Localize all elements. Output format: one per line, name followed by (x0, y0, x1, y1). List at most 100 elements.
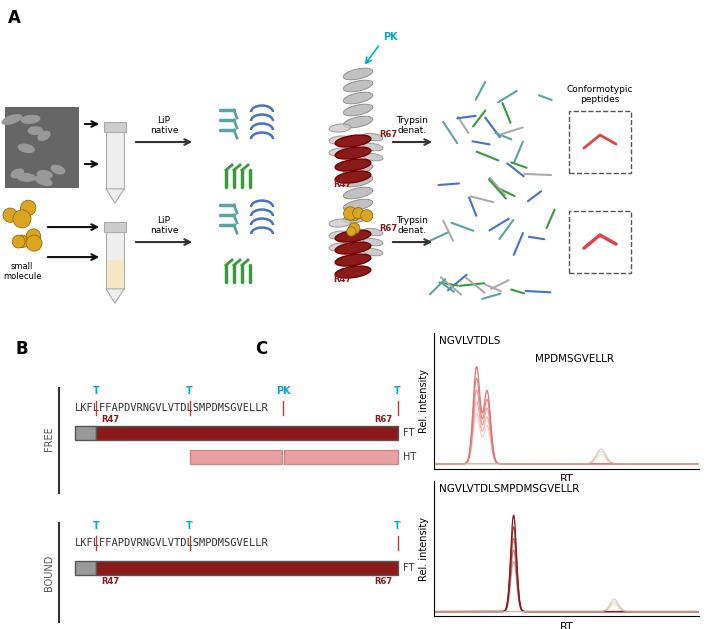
Text: Trypsin
denat.: Trypsin denat. (396, 216, 428, 235)
Text: small
molecule: small molecule (3, 262, 41, 281)
Bar (106, 128, 124, 189)
Ellipse shape (18, 143, 35, 153)
Ellipse shape (363, 248, 383, 256)
Ellipse shape (343, 81, 373, 92)
Ellipse shape (343, 68, 373, 80)
Ellipse shape (343, 92, 373, 104)
Bar (5, 107, 78, 187)
Text: MPDMSGVELLR: MPDMSGVELLR (535, 353, 614, 364)
Circle shape (26, 229, 41, 243)
Bar (107, 260, 123, 288)
Ellipse shape (335, 159, 371, 171)
Text: FREE: FREE (44, 426, 54, 450)
Text: Trypsin
denat.: Trypsin denat. (396, 116, 428, 135)
Text: R47: R47 (333, 180, 351, 189)
Circle shape (13, 210, 31, 228)
Text: R67: R67 (374, 415, 393, 424)
Circle shape (16, 235, 28, 248)
Text: R67: R67 (379, 130, 397, 139)
Text: LiP
native: LiP native (150, 116, 178, 135)
Polygon shape (106, 289, 124, 303)
Text: NGVLVTDLS: NGVLVTDLS (439, 336, 501, 346)
Ellipse shape (363, 153, 383, 161)
Ellipse shape (335, 135, 371, 147)
Text: R47: R47 (333, 275, 351, 284)
Text: PK: PK (383, 32, 397, 42)
Bar (106, 228, 124, 289)
Bar (96, 561, 397, 575)
Text: C: C (256, 340, 268, 359)
Ellipse shape (329, 124, 351, 132)
Bar (104, 221, 126, 231)
Ellipse shape (329, 148, 351, 156)
Text: FT: FT (402, 563, 414, 573)
Bar (284, 450, 397, 464)
Circle shape (12, 235, 25, 248)
X-axis label: RT: RT (560, 622, 573, 629)
Text: R67: R67 (374, 577, 393, 586)
Circle shape (349, 211, 359, 221)
Text: BOUND: BOUND (44, 555, 54, 591)
Bar (96, 426, 397, 440)
Bar (75, 426, 96, 440)
Ellipse shape (343, 175, 373, 187)
Circle shape (26, 235, 42, 251)
Text: HT: HT (402, 452, 416, 462)
Ellipse shape (343, 211, 373, 223)
Text: NGVLVTDLSMPDMSGVELLR: NGVLVTDLSMPDMSGVELLR (439, 484, 580, 494)
Text: LiP
native: LiP native (150, 216, 178, 235)
Text: T: T (186, 521, 193, 531)
X-axis label: RT: RT (560, 474, 573, 484)
Ellipse shape (343, 199, 373, 211)
Text: T: T (92, 521, 100, 531)
Ellipse shape (363, 143, 383, 151)
Text: T: T (186, 386, 193, 396)
Text: T: T (394, 386, 401, 396)
Text: R67: R67 (379, 224, 397, 233)
Ellipse shape (363, 133, 383, 141)
Y-axis label: Rel. intensity: Rel. intensity (419, 369, 429, 433)
Text: B: B (15, 340, 28, 359)
Polygon shape (106, 189, 124, 203)
Circle shape (353, 208, 364, 219)
Ellipse shape (329, 243, 351, 251)
Ellipse shape (335, 147, 371, 159)
Ellipse shape (363, 238, 383, 246)
Ellipse shape (28, 126, 43, 135)
Ellipse shape (11, 169, 24, 179)
Bar (75, 561, 96, 575)
Bar (104, 121, 126, 131)
Ellipse shape (51, 165, 66, 174)
Text: LKFLFFAPDVRNGVLVTDLSMPDMSGVELLR: LKFLFFAPDVRNGVLVTDLSMPDMSGVELLR (75, 538, 269, 548)
Circle shape (347, 227, 356, 236)
Bar (189, 450, 282, 464)
Ellipse shape (335, 171, 371, 183)
Ellipse shape (37, 170, 53, 179)
Text: Conformotypic
peptides: Conformotypic peptides (567, 85, 633, 104)
Ellipse shape (335, 242, 371, 254)
Text: R47: R47 (101, 577, 119, 586)
Text: A: A (8, 9, 21, 27)
Ellipse shape (20, 114, 40, 124)
Ellipse shape (329, 231, 351, 239)
Circle shape (349, 223, 360, 234)
Ellipse shape (335, 266, 371, 278)
Ellipse shape (335, 230, 371, 242)
Text: LKFLFFAPDVRNGVLVTDLSMPDMSGVELLR: LKFLFFAPDVRNGVLVTDLSMPDMSGVELLR (75, 403, 269, 413)
Ellipse shape (35, 175, 52, 186)
Ellipse shape (37, 131, 51, 141)
Circle shape (3, 208, 18, 223)
Ellipse shape (1, 114, 23, 125)
Text: T: T (92, 386, 100, 396)
Ellipse shape (329, 219, 351, 227)
Circle shape (344, 207, 357, 220)
Circle shape (20, 200, 36, 216)
Ellipse shape (329, 136, 351, 144)
Ellipse shape (363, 228, 383, 236)
Text: T: T (394, 521, 401, 531)
Ellipse shape (335, 254, 371, 266)
Ellipse shape (343, 116, 373, 128)
Ellipse shape (343, 164, 373, 175)
Ellipse shape (16, 173, 36, 182)
Text: FT: FT (402, 428, 414, 438)
